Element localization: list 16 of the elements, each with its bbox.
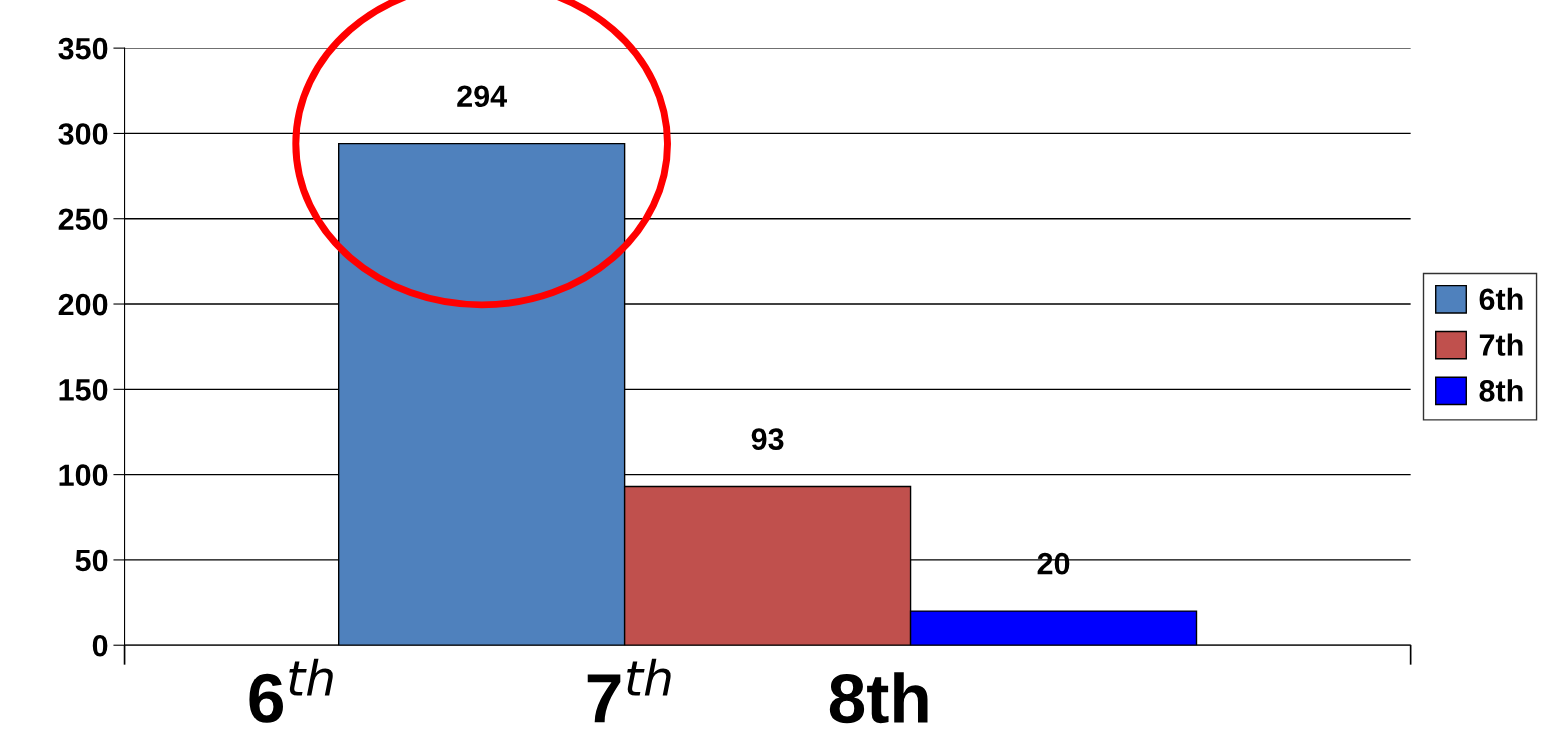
- y-tick-label: 300: [58, 123, 108, 145]
- y-tick-label: 250: [58, 208, 108, 231]
- y-tick-label: 0: [92, 634, 108, 657]
- text: 6$^{th}$: [249, 658, 333, 723]
- y-tick-label: 100: [59, 464, 108, 486]
- text: 7$^{th}$: [587, 658, 671, 723]
- data-label: 93: [751, 428, 784, 451]
- y-tick-label: 200: [58, 293, 108, 316]
- y-tick-label: 50: [75, 549, 108, 572]
- data-label: 294: [457, 85, 507, 108]
- legend-label: 8th: [1479, 379, 1523, 402]
- y-tick-label: 350: [58, 37, 108, 60]
- legend-label: 7th: [1479, 333, 1523, 356]
- y-tick-label: 150: [59, 379, 108, 401]
- legend-label: 6th: [1479, 287, 1523, 311]
- text: 8th: [829, 672, 928, 724]
